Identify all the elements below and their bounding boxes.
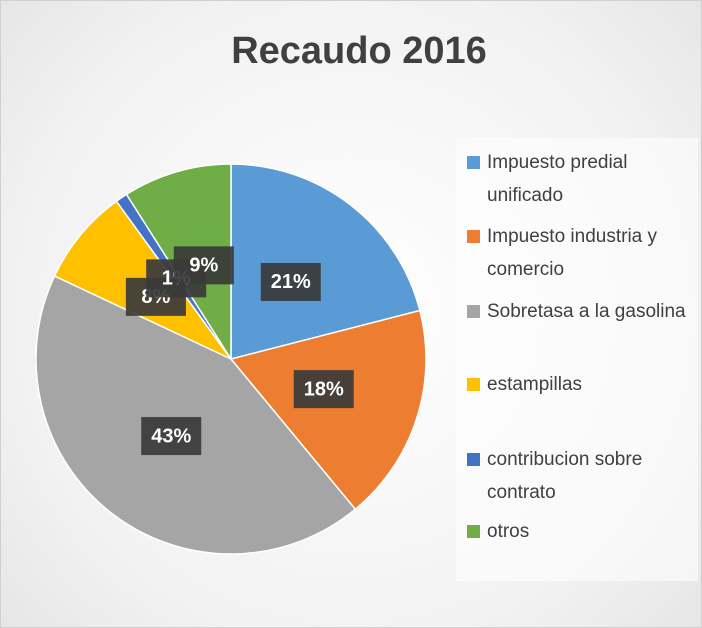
legend-label: Impuesto predial unificado	[487, 152, 628, 206]
data-label: 18%	[293, 370, 354, 409]
legend-item: otros	[467, 515, 687, 548]
data-label-text: 18%	[304, 378, 344, 400]
legend-swatch	[467, 453, 480, 466]
pie-slice	[230, 163, 421, 360]
legend-swatch	[467, 378, 480, 391]
legend-item: Impuesto predial unificado	[467, 146, 687, 212]
data-label: 9%	[173, 246, 234, 285]
legend-label: Sobretasa a la gasolina	[487, 301, 686, 322]
pie-slice	[35, 274, 357, 555]
data-label-text: 9%	[189, 255, 218, 277]
data-label-box	[173, 246, 234, 285]
legend-item: contribucion sobre contrato	[467, 443, 687, 509]
legend-label: Impuesto industria y comercio	[487, 226, 658, 280]
legend-item: estampillas	[467, 368, 687, 401]
legend-swatch	[467, 230, 480, 243]
data-label: 21%	[260, 262, 321, 301]
legend-swatch	[467, 525, 480, 538]
legend-label: estampillas	[487, 374, 583, 395]
data-label-box	[260, 262, 321, 301]
data-label-box	[293, 370, 354, 409]
legend-swatch	[467, 156, 480, 169]
legend-label: contribucion sobre contrato	[487, 449, 643, 503]
legend-item: Impuesto industria y comercio	[467, 220, 687, 286]
legend-item: Sobretasa a la gasolina	[467, 295, 687, 328]
data-label-box	[141, 417, 202, 456]
legend: Impuesto predial unificado Impuesto indus…	[456, 138, 698, 581]
legend-label: otros	[487, 521, 530, 542]
data-label: 43%	[141, 417, 202, 456]
data-label-text: 43%	[151, 425, 191, 447]
data-label-text: 21%	[271, 271, 311, 293]
legend-swatch	[467, 305, 480, 318]
pie-slice	[229, 309, 427, 511]
chart-title: Recaudo 2016	[231, 30, 487, 72]
